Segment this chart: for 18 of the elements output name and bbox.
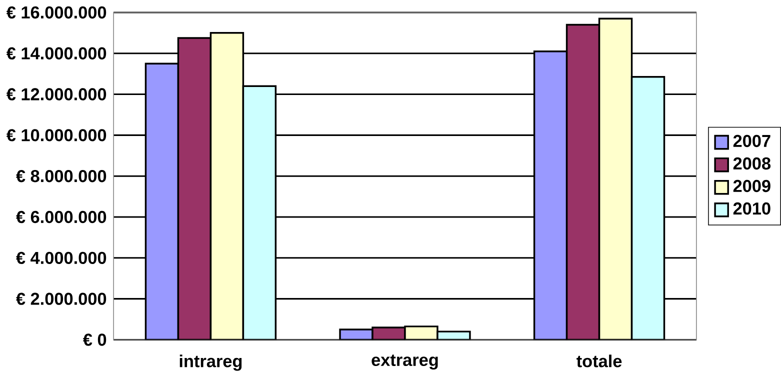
legend-label: 2008 xyxy=(733,157,771,170)
legend-label: 2010 xyxy=(733,202,770,215)
y-tick-label: € 2.000.000 xyxy=(16,292,106,305)
bar xyxy=(630,76,666,340)
x-tick-label: totale xyxy=(576,354,622,368)
y-tick-label: € 8.000.000 xyxy=(16,170,106,182)
y-tick-label: € 0 xyxy=(82,334,106,346)
y-tick-label: € 10.000.000 xyxy=(6,129,106,142)
x-tick-label: intrareg xyxy=(180,354,242,371)
legend-label: 2009 xyxy=(733,180,770,192)
bar xyxy=(242,85,277,340)
y-tick-label: € 12.000.000 xyxy=(6,88,106,100)
x-tick-label: extrareg xyxy=(372,354,438,370)
y-tick-label: € 14.000.000 xyxy=(6,47,106,60)
y-tick-label: € 4.000.000 xyxy=(16,252,106,264)
y-tick-label: € 6.000.000 xyxy=(16,210,106,224)
y-tick-label: € 16.000.000 xyxy=(6,6,106,19)
legend-label: 2007 xyxy=(733,134,770,148)
